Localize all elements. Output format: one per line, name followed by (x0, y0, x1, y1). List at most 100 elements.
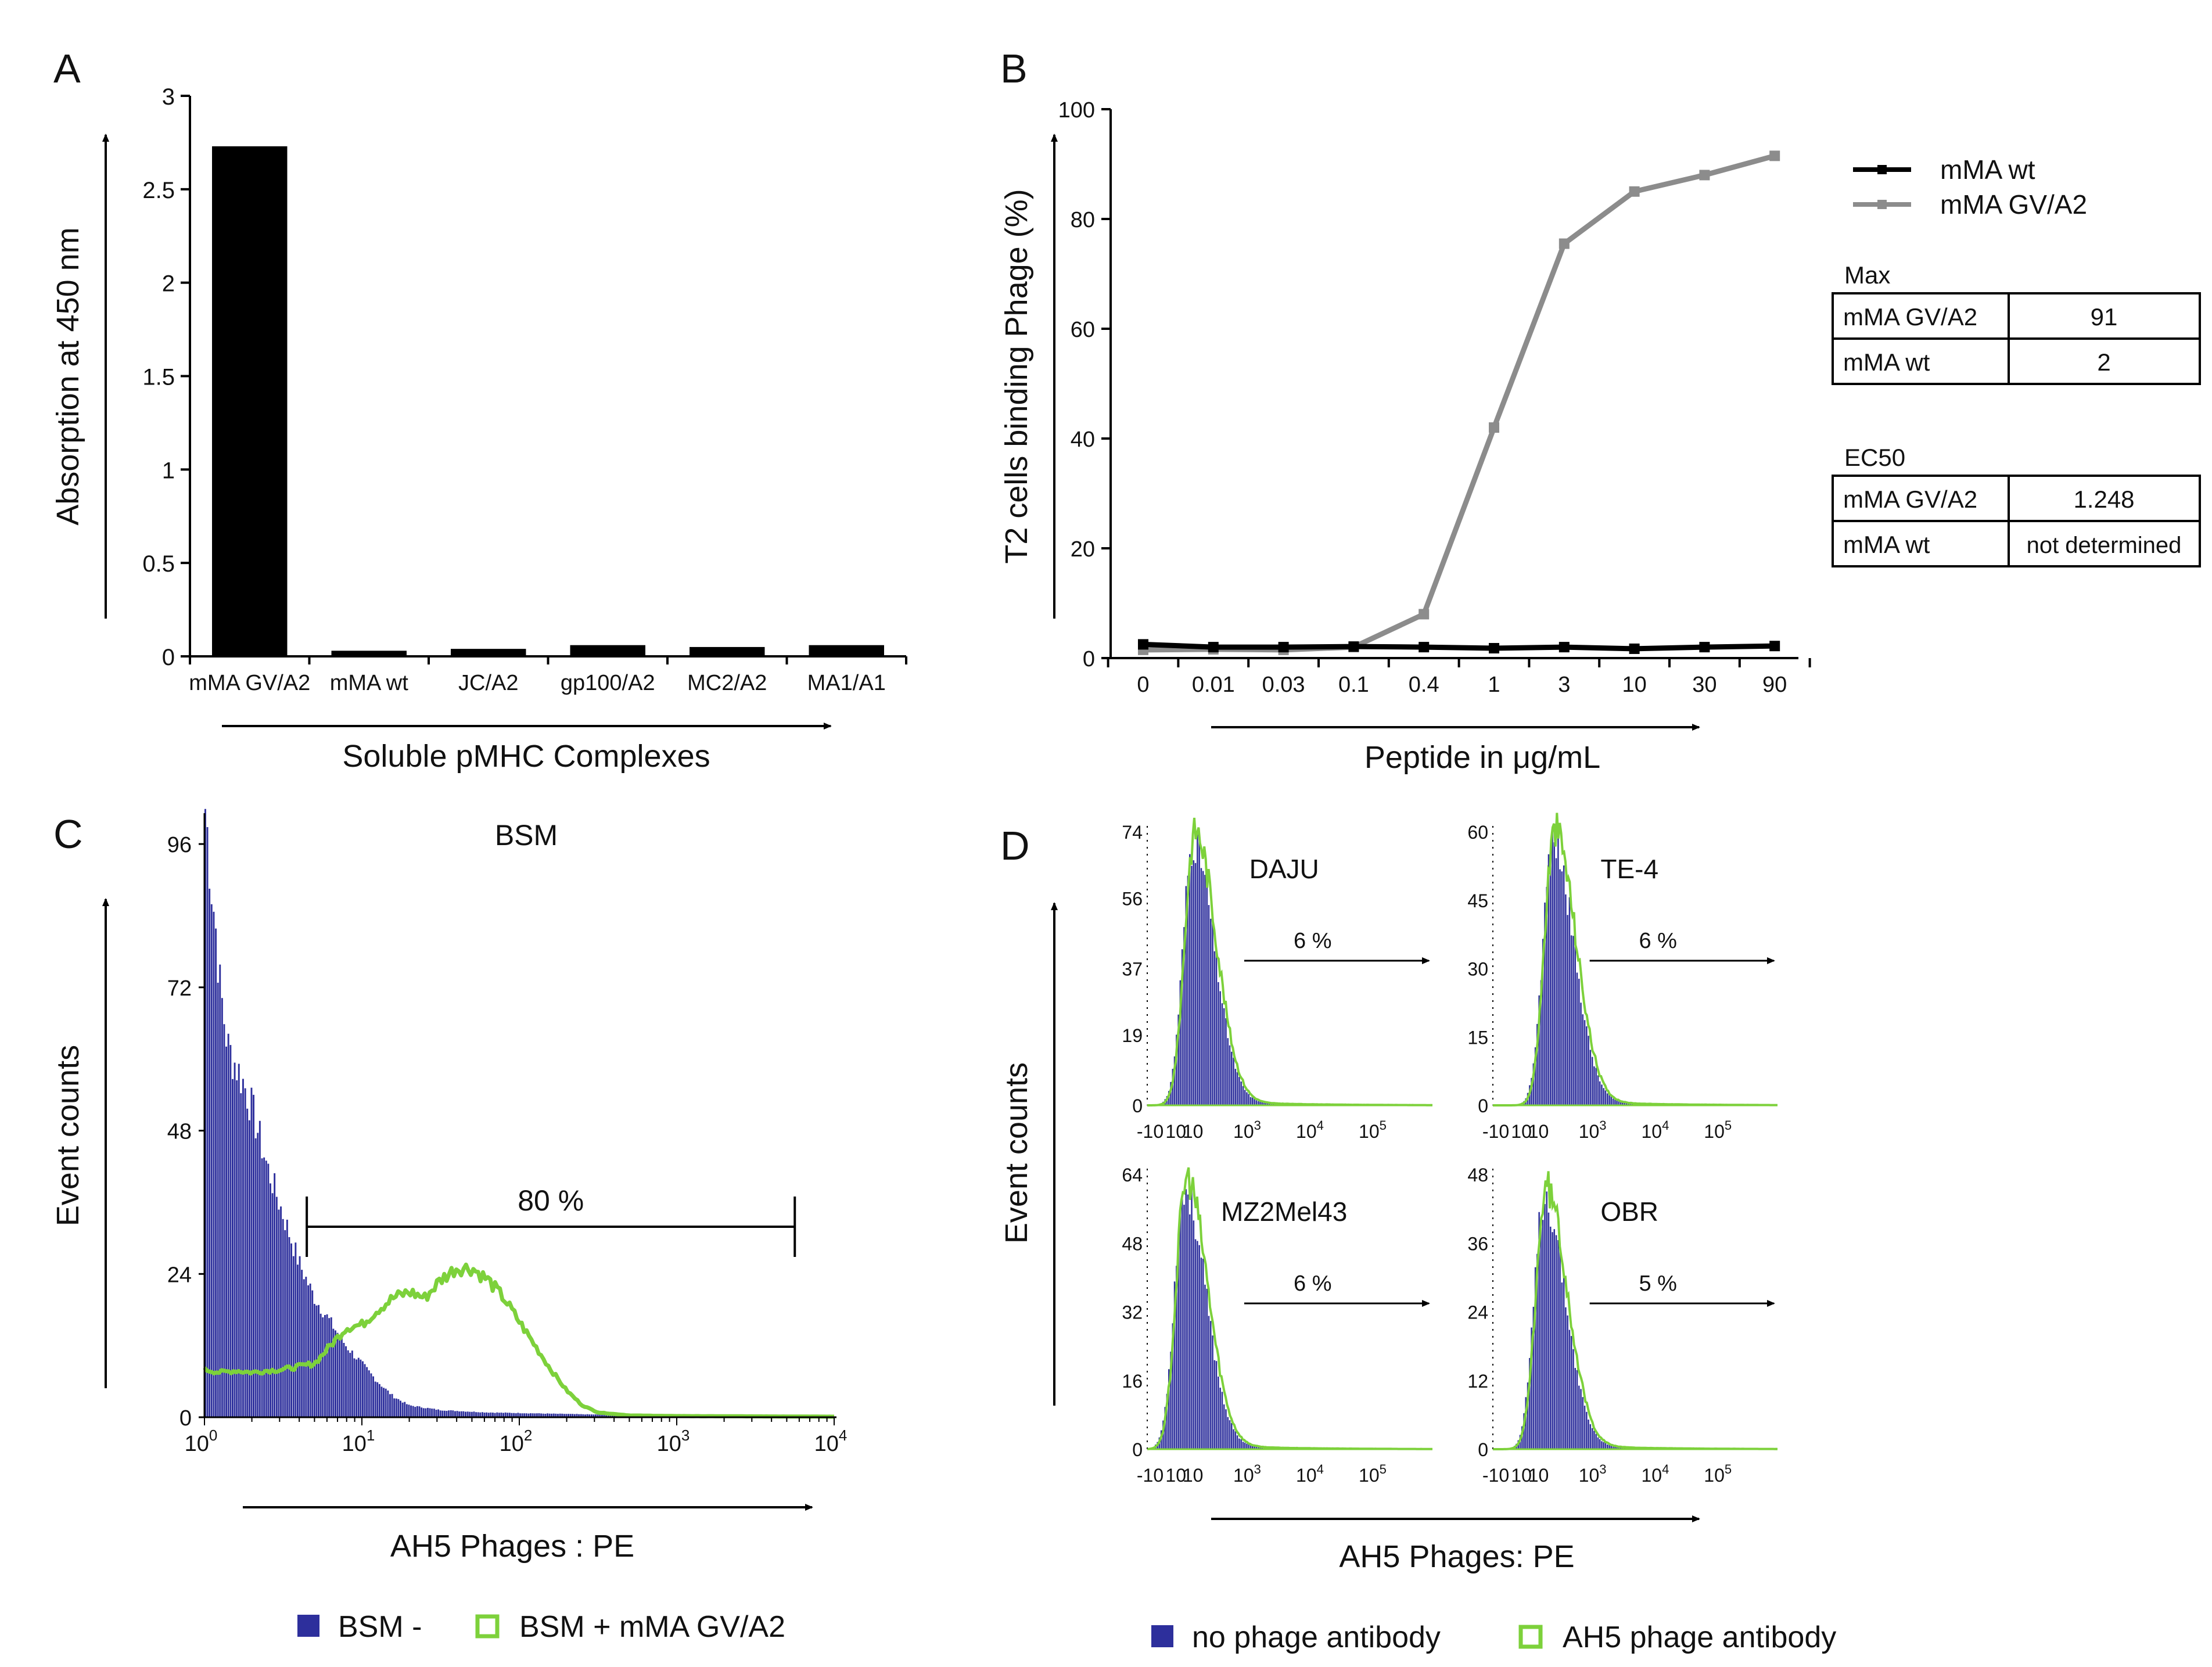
bar-ma1-a1 (809, 645, 884, 656)
panel-b-legend: mMA wt mMA GV/A2 (1853, 155, 2087, 220)
max-table-title: Max (1844, 261, 1890, 289)
y-tick-label: 0 (1132, 1095, 1143, 1116)
max-table: Max mMA GV/A2 91 mMA wt 2 (1832, 261, 2201, 385)
panel-d-y-label: Event counts (999, 1062, 1034, 1244)
x-tick-label: 103 (1233, 1462, 1261, 1486)
series-point (1559, 238, 1570, 249)
y-tick-label: 36 (1467, 1233, 1488, 1254)
x-tick-label: -10 (1137, 1121, 1164, 1142)
ec50-table-r1c2: 1.248 (2073, 486, 2134, 513)
y-tick-label: 74 (1122, 822, 1143, 843)
legend-swatch-ah5 (1518, 1625, 1543, 1649)
x-tick-label: 105 (1359, 1462, 1387, 1486)
ec50-table-r2c2: not determined (2027, 533, 2182, 558)
bar-jc-a2 (451, 649, 526, 656)
panel-d-x-label: AH5 Phages: PE (1339, 1539, 1574, 1574)
series-line-mma-gv-a2 (1143, 153, 1776, 653)
x-tick-label: 10 (1511, 1121, 1532, 1142)
bar-mma-wt (331, 651, 407, 656)
legend-label-no-phage: no phage antibody (1192, 1621, 1441, 1654)
series-point (1699, 642, 1710, 653)
histogram-no-phage (1493, 1191, 1778, 1449)
sample-name: TE-4 (1600, 854, 1658, 884)
y-tick-label: 3 (162, 84, 175, 110)
series-point (1769, 150, 1780, 161)
histogram-bsm-plus (203, 1262, 834, 1419)
gate-percent-label: 6 % (1294, 1271, 1331, 1296)
series-point (1489, 422, 1499, 433)
histogram-bsm-minus (204, 809, 834, 1417)
ec50-table-title: EC50 (1844, 444, 1905, 471)
x-tick-label: 100 (185, 1427, 218, 1456)
panel-c-y-ticks: 0 24 48 72 96 (167, 833, 204, 1431)
panel-b-lines (1138, 150, 1780, 655)
max-table-r2c2: 2 (2097, 349, 2110, 376)
y-tick-label: 24 (167, 1263, 192, 1287)
x-tick-label: 103 (1579, 1462, 1607, 1486)
panel-b-y-ticks: 0 20 40 60 80 100 (1058, 98, 1111, 671)
y-tick-label: 32 (1122, 1302, 1143, 1323)
x-tick-label: 0.1 (1338, 673, 1369, 697)
y-tick-label: 0 (1478, 1439, 1488, 1460)
series-point (1629, 186, 1640, 197)
x-tick-label: 0.01 (1192, 673, 1235, 697)
legend-label-bsm-minus: BSM - (338, 1610, 422, 1644)
y-tick-label: 60 (1467, 822, 1488, 843)
y-tick-label: 56 (1122, 889, 1143, 910)
legend-marker-mma-wt (1877, 165, 1887, 174)
x-tick-label: 10 (1528, 1121, 1549, 1142)
panel-a-bars (212, 146, 884, 657)
panel-a: A 0 0.5 1 1.5 2 2.5 3 mMA GV/A2 mMA wt JC/A2 gp10… (51, 46, 907, 774)
sample-name: DAJU (1249, 854, 1319, 884)
y-tick-label: 0.5 (142, 551, 175, 577)
x-tick-label: gp100/A2 (561, 671, 655, 695)
y-tick-label: 16 (1122, 1371, 1143, 1392)
panel-b: B 0 20 40 60 80 100 0 0.01 0.03 0.1 0.4 1 3 10 30 90 T… (999, 46, 2201, 775)
ec50-table-r1c1: mMA GV/A2 (1843, 486, 1977, 513)
x-tick-label: mMA GV/A2 (189, 671, 310, 695)
x-tick-label: 0 (1137, 673, 1149, 697)
y-tick-label: 19 (1122, 1025, 1143, 1046)
legend-label-mma-wt: mMA wt (1940, 155, 2035, 185)
series-point (1629, 643, 1640, 654)
y-tick-label: 48 (1122, 1233, 1143, 1254)
x-tick-label: 103 (1579, 1118, 1607, 1142)
bar-mma-gv-a2 (212, 146, 288, 657)
legend-swatch-no-phage (1151, 1625, 1173, 1647)
panel-a-y-ticks: 0 0.5 1 1.5 2 2.5 3 (142, 84, 190, 670)
x-tick-label: 10 (1622, 673, 1646, 697)
y-tick-label: 30 (1467, 959, 1488, 980)
legend-swatch-bsm-plus (475, 1614, 500, 1639)
y-tick-label: 48 (167, 1120, 192, 1144)
histogram-no-phage (1147, 833, 1432, 1105)
x-tick-label: 10 (1183, 1465, 1204, 1486)
x-tick-label: 10 (1511, 1465, 1532, 1486)
max-table-r2c1: mMA wt (1843, 349, 1930, 376)
series-point (1489, 642, 1499, 653)
x-tick-label: 104 (1641, 1118, 1669, 1142)
legend-label-bsm-plus: BSM + mMA GV/A2 (519, 1610, 785, 1644)
x-tick-label: -10 (1482, 1121, 1509, 1142)
y-tick-label: 100 (1058, 98, 1095, 123)
histogram-no-phage (1493, 828, 1778, 1105)
gate-percent-label: 80 % (518, 1184, 584, 1217)
bar-gp100-a2 (570, 645, 645, 656)
y-tick-label: 60 (1071, 318, 1095, 342)
panel-b-x-ticks: 0 0.01 0.03 0.1 0.4 1 3 10 30 90 (1107, 658, 1811, 697)
x-tick-label: 102 (500, 1427, 533, 1456)
x-tick-label: 105 (1704, 1118, 1732, 1142)
panel-a-y-label: Absorption at 450 nm (51, 227, 85, 525)
x-tick-label: 105 (1704, 1462, 1732, 1486)
panel-c-x-ticks: 100 101 102 103 104 (185, 1417, 847, 1456)
x-tick-label: 0.4 (1409, 673, 1439, 697)
histogram-no-phage (1147, 1186, 1432, 1449)
panel-label-d: D (1000, 823, 1030, 868)
y-tick-label: 40 (1071, 427, 1095, 452)
panel-c-y-label: Event counts (51, 1045, 85, 1226)
y-tick-label: 96 (167, 833, 192, 857)
panel-c-histograms (203, 809, 834, 1419)
y-tick-label: 20 (1071, 537, 1095, 562)
